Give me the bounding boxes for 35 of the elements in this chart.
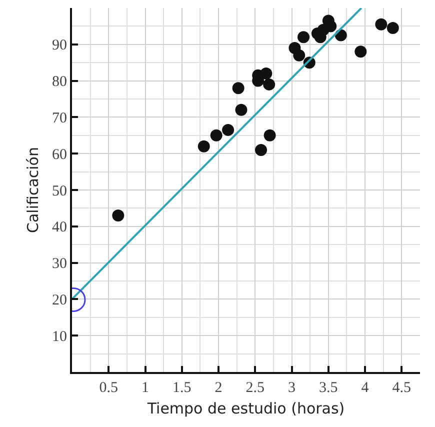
y-tick-label: 10 bbox=[52, 328, 67, 345]
y-tick-label: 30 bbox=[52, 256, 67, 272]
point bbox=[264, 129, 276, 142]
x-axis-title: Tiempo de estudio (horas) bbox=[146, 400, 345, 418]
point bbox=[293, 49, 306, 62]
point bbox=[260, 68, 272, 80]
x-tick-label: 2 bbox=[214, 380, 222, 396]
point bbox=[232, 82, 244, 94]
x-tick-label: 3.5 bbox=[319, 380, 338, 396]
x-tick-label: 0.5 bbox=[99, 380, 118, 396]
point bbox=[255, 144, 268, 156]
y-tick-label: 50 bbox=[52, 183, 67, 200]
point bbox=[112, 209, 124, 222]
y-tick-label: 20 bbox=[52, 292, 67, 308]
y-tick-label: 90 bbox=[52, 38, 67, 54]
y-tick-label: 80 bbox=[52, 74, 67, 90]
point bbox=[386, 22, 399, 34]
y-tick-label: 40 bbox=[52, 220, 67, 236]
y-tick-label: 60 bbox=[52, 146, 67, 163]
point bbox=[222, 124, 234, 136]
x-tick-label: 2.5 bbox=[246, 380, 265, 396]
y-axis-title: Calificación bbox=[24, 147, 42, 233]
point bbox=[235, 104, 248, 116]
point bbox=[210, 129, 222, 142]
point bbox=[354, 46, 367, 58]
point bbox=[198, 140, 210, 152]
x-tick-label: 4 bbox=[361, 380, 370, 396]
y-tick-label: 70 bbox=[52, 110, 67, 126]
x-tick-label: 4.5 bbox=[392, 380, 412, 396]
point bbox=[298, 31, 310, 44]
point bbox=[263, 78, 276, 90]
x-tick-label: 3 bbox=[288, 380, 296, 396]
x-tick-label: 1.5 bbox=[172, 380, 192, 396]
point bbox=[375, 18, 388, 30]
x-tick-label: 1 bbox=[142, 380, 150, 396]
